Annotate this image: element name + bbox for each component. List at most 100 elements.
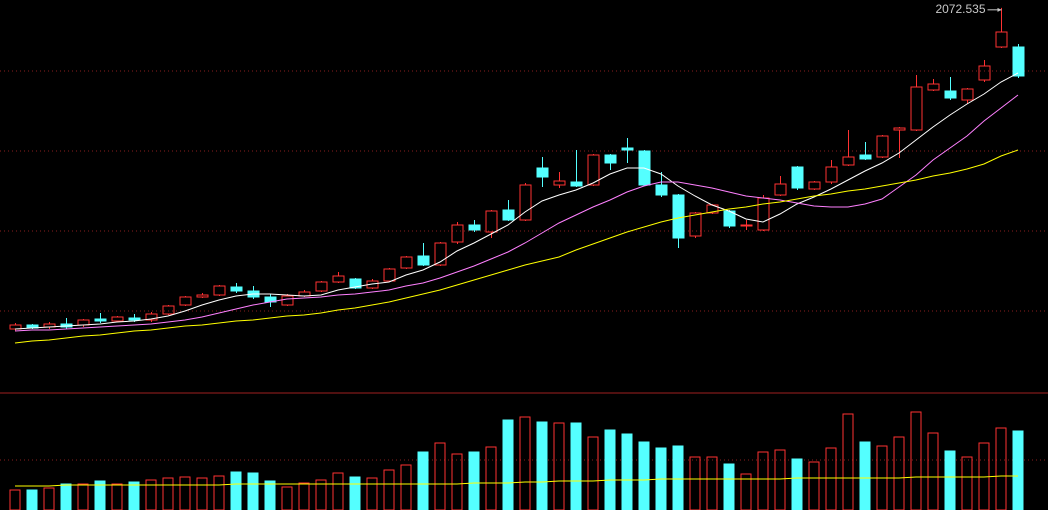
candle-body <box>281 295 294 306</box>
volume-bar <box>145 479 157 510</box>
volume-bar <box>264 480 276 510</box>
candle-body <box>774 183 787 196</box>
volume-bar <box>162 477 174 510</box>
candle-body <box>162 305 175 315</box>
volume-bar <box>247 472 259 510</box>
candle-body <box>825 166 838 183</box>
volume-bar <box>570 422 582 510</box>
volume-bar <box>808 461 820 510</box>
volume-bar <box>621 433 633 510</box>
candle-body <box>978 65 991 81</box>
candle-body <box>910 86 923 131</box>
candle-body <box>757 197 770 231</box>
candle-body <box>553 180 566 186</box>
volume-bar <box>995 427 1007 510</box>
candle-body <box>961 88 974 101</box>
volume-bar <box>961 456 973 510</box>
candle-body <box>791 166 804 189</box>
candle-body <box>468 224 481 231</box>
high-arrow-head <box>997 7 1002 12</box>
volume-bar <box>910 411 922 510</box>
volume-bar <box>706 456 718 510</box>
candle-body <box>400 256 413 269</box>
volume-bar <box>26 489 38 510</box>
volume-bar <box>774 449 786 510</box>
volume-bar <box>485 446 497 510</box>
volume-bar <box>60 483 72 510</box>
volume-bar <box>689 456 701 510</box>
volume-bar <box>332 472 344 510</box>
grid <box>0 70 1048 461</box>
volume-bar <box>349 476 361 510</box>
candle-body <box>94 318 107 322</box>
candle-body <box>944 90 957 99</box>
volume-bar <box>757 451 769 510</box>
candle-body <box>842 156 855 166</box>
volume-bar <box>859 441 871 510</box>
volume-bar <box>502 419 514 510</box>
candle-body <box>740 224 753 227</box>
volume-bar <box>893 436 905 510</box>
candle-body <box>111 316 124 322</box>
candle-body <box>332 275 345 283</box>
candle-body <box>145 313 158 321</box>
candle-body <box>604 154 617 164</box>
moving-average-line <box>14 149 1019 344</box>
volume-bar <box>842 413 854 510</box>
volume-bar <box>740 473 752 510</box>
volume-bar <box>400 464 412 510</box>
volume-bar <box>519 416 531 510</box>
candle-body <box>213 285 226 296</box>
volume-bar <box>298 482 310 510</box>
candle-body <box>349 278 362 289</box>
candle-body <box>808 181 821 190</box>
candle-body <box>485 210 498 233</box>
volume-bar <box>383 469 395 510</box>
volume-bar <box>94 480 106 510</box>
candle-body <box>893 127 906 131</box>
candle-body <box>434 242 447 266</box>
volume-bar <box>723 463 735 510</box>
volume-bar <box>366 477 378 510</box>
candle-body <box>451 224 464 243</box>
candle-body <box>876 135 889 158</box>
candle-body <box>502 209 515 221</box>
volume-bar <box>587 436 599 510</box>
candle-body <box>383 268 396 282</box>
candle-body <box>570 181 583 187</box>
candle-body <box>128 317 141 321</box>
volume-bar <box>553 422 565 510</box>
volume-bar <box>791 458 803 510</box>
volume-bar <box>417 451 429 510</box>
candle-body <box>621 147 634 151</box>
volume-bar <box>825 447 837 510</box>
volume-bar <box>281 486 293 510</box>
candle-body <box>315 281 328 292</box>
volume-bar <box>77 483 89 510</box>
candle-body <box>536 167 549 178</box>
candle-body <box>672 194 685 239</box>
volume-bar <box>604 429 616 510</box>
volume-bar <box>111 483 123 510</box>
candle-body <box>927 83 940 91</box>
candle-body <box>1012 46 1025 77</box>
volume-bar <box>230 471 242 510</box>
candle-body <box>196 294 209 298</box>
volume-bar <box>179 476 191 510</box>
volume-bar <box>434 442 446 510</box>
candle-body <box>179 296 192 306</box>
volume-bar <box>451 453 463 510</box>
volume-bar <box>536 421 548 510</box>
candle-body <box>655 184 668 196</box>
candle-body <box>689 212 702 237</box>
candle-body <box>859 154 872 160</box>
volume-bar <box>927 432 939 510</box>
volume-bar <box>196 477 208 510</box>
volume-bar <box>672 445 684 510</box>
moving-average-line <box>14 72 1019 330</box>
high-label: 2072.535 <box>935 2 985 16</box>
moving-average-line <box>14 94 1019 332</box>
volume-bar <box>9 489 21 510</box>
volume-bar <box>43 487 55 510</box>
